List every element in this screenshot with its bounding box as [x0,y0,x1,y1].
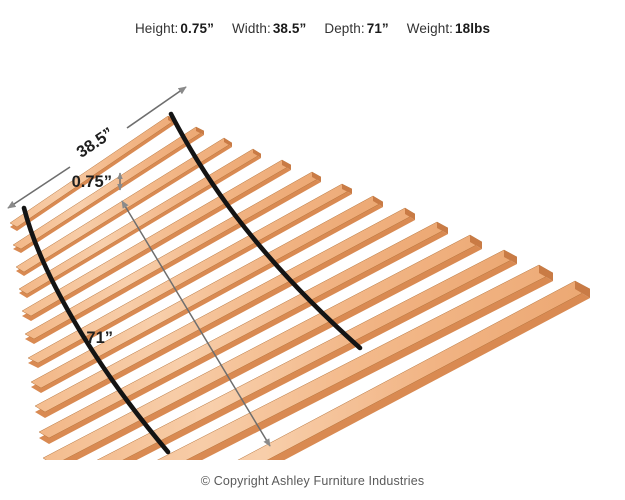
spec-label-height: Height: [134,21,179,36]
spec-item-weight: Weight: 18lbs [407,21,490,36]
dimension-height: 0.75” [72,172,123,191]
copyright-notice: © Copyright Ashley Furniture Industries [200,474,425,488]
spec-value-depth: 71” [366,21,389,36]
dimension-depth: 71” [86,200,271,447]
slat [12,126,205,253]
slat-roll-diagram: 38.5” 0.75” 71” [0,60,625,460]
spec-value-height: 0.75” [180,21,214,36]
dimension-depth-label: 71” [86,329,113,347]
spec-item-depth: Depth: 71” [324,21,388,36]
spec-value-width: 38.5” [272,21,307,36]
dimension-height-label: 0.75” [72,173,112,191]
spec-label-width: Width: [231,21,271,36]
specification-bar: Height: 0.75” Width: 38.5” Depth: 71” Weight: 1… [0,21,625,36]
spec-label-depth: Depth: [324,21,365,36]
diagram-canvas: 38.5” 0.75” 71” [7,86,591,460]
dimension-width-line-left [7,166,71,209]
dimension-width-line-right [126,86,187,129]
spec-item-height: Height: 0.75” [135,21,214,36]
spec-value-weight: 18lbs [455,21,491,36]
spec-label-weight: Weight: [406,21,454,36]
slat [237,280,591,460]
dimension-depth-line [121,200,271,447]
spec-item-width: Width: 38.5” [232,21,306,36]
